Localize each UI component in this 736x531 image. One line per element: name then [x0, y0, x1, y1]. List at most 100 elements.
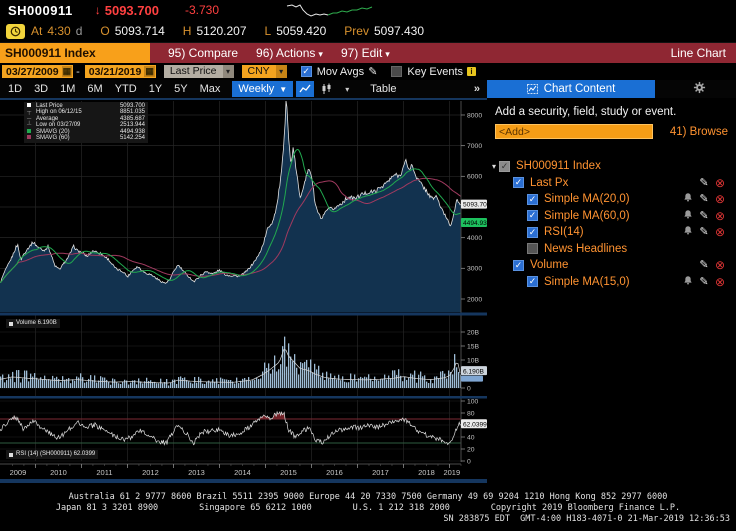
range-1m[interactable]: 1M — [60, 83, 75, 95]
security-box[interactable]: SH000911 Index — [0, 43, 150, 63]
menu-item--actions[interactable]: 96) Actions▾ — [256, 46, 323, 60]
pencil-icon[interactable]: ✎ — [696, 192, 712, 206]
chart-style-dropdown[interactable]: ▾ — [338, 81, 356, 97]
tree-checkbox[interactable]: ✓ — [527, 276, 538, 287]
pencil-icon[interactable]: ✎ — [696, 209, 712, 223]
tree-item-last-px[interactable]: ✓Last Px✎⊗ — [487, 175, 736, 192]
legend-label: SMAVG (60) — [36, 135, 116, 142]
tree-expander-icon[interactable]: ▾ — [489, 162, 499, 171]
svg-text:2019: 2019 — [443, 468, 460, 477]
chevron-down-icon: ▼ — [279, 85, 287, 94]
tree-item-label: News Headlines — [544, 243, 627, 255]
pencil-icon[interactable]: ✎ — [696, 258, 712, 272]
clock-icon — [6, 24, 25, 39]
tree-item-news-headlines[interactable]: News Headlines — [487, 241, 736, 258]
tree-checkbox[interactable]: ✓ — [527, 227, 538, 238]
low-label: L — [265, 24, 272, 38]
svg-text:10B: 10B — [467, 357, 480, 364]
currency-select[interactable]: CNY ▾ — [242, 65, 287, 78]
pencil-icon[interactable]: ✎ — [696, 275, 712, 289]
date-to-input[interactable]: 03/21/2019 ▦ — [85, 65, 156, 78]
tree-item-sh000911-index[interactable]: ▾✓SH000911 Index — [487, 158, 736, 175]
tree-checkbox[interactable]: ✓ — [527, 194, 538, 205]
calendar-icon[interactable]: ▦ — [62, 66, 73, 77]
svg-text:2018: 2018 — [418, 468, 435, 477]
key-events-checkbox[interactable] — [391, 66, 402, 77]
icon-spacer — [680, 176, 696, 190]
bell-icon[interactable] — [680, 209, 696, 223]
field-select[interactable]: Last Price ▾ — [164, 65, 234, 78]
tree-item-label: RSI(14) — [544, 226, 584, 238]
browse-button[interactable]: 41) Browse — [670, 126, 728, 138]
tree-checkbox[interactable]: ✓ — [499, 161, 510, 172]
delete-icon[interactable]: ⊗ — [712, 275, 728, 289]
chevron-down-icon: ▾ — [318, 49, 323, 59]
pencil-icon[interactable]: ✎ — [696, 225, 712, 239]
session-at-label: At — [31, 24, 42, 38]
tree-item-simple-ma-20-0-[interactable]: ✓Simple MA(20,0)✎⊗ — [487, 191, 736, 208]
mov-avgs-checkbox[interactable]: ✓ — [301, 66, 312, 77]
menu-bar: SH000911 Index 95) Compare 96) Actions▾ 97… — [0, 43, 736, 63]
svg-text:5093.700: 5093.700 — [463, 202, 487, 209]
svg-text:7000: 7000 — [467, 143, 482, 150]
menu-item--edit[interactable]: 97) Edit▾ — [341, 46, 390, 60]
menu-item--compare[interactable]: 95) Compare — [168, 46, 238, 60]
svg-text:2013: 2013 — [188, 468, 205, 477]
prev-label: Prev — [344, 24, 369, 38]
chevron-down-icon[interactable]: ▾ — [223, 65, 234, 78]
delete-icon[interactable]: ⊗ — [712, 258, 728, 272]
bell-icon[interactable] — [680, 225, 696, 239]
open-value: 5093.714 — [115, 24, 165, 38]
tree-item-volume[interactable]: ✓Volume✎⊗ — [487, 257, 736, 274]
tree-checkbox[interactable]: ✓ — [513, 260, 524, 271]
chevron-down-icon[interactable]: ▾ — [276, 65, 287, 78]
range-ytd[interactable]: YTD — [115, 83, 137, 95]
delete-icon[interactable]: ⊗ — [712, 225, 728, 239]
svg-text:2016: 2016 — [326, 468, 343, 477]
prev-value: 5097.430 — [374, 24, 424, 38]
tree-item-rsi-14-[interactable]: ✓ RSI(14) ✎⊗ — [487, 224, 736, 241]
edit-pencil-icon[interactable]: ✎ — [368, 65, 377, 78]
delete-icon[interactable]: ⊗ — [712, 209, 728, 223]
svg-text:0: 0 — [467, 458, 471, 465]
range-1d[interactable]: 1D — [8, 83, 22, 95]
range-max[interactable]: Max — [200, 83, 221, 95]
tree-item-simple-ma-15-0-[interactable]: ✓Simple MA(15,0)✎⊗ — [487, 274, 736, 291]
pencil-icon[interactable]: ✎ — [696, 176, 712, 190]
bell-icon[interactable] — [680, 275, 696, 289]
range-1y[interactable]: 1Y — [149, 83, 162, 95]
range-3d[interactable]: 3D — [34, 83, 48, 95]
delete-icon[interactable]: ⊗ — [712, 192, 728, 206]
bell-icon[interactable] — [680, 192, 696, 206]
range-5y[interactable]: 5Y — [174, 83, 187, 95]
tree-item-simple-ma-60-0-[interactable]: ✓Simple MA(60,0)✎⊗ — [487, 208, 736, 225]
line-chart-icon[interactable] — [296, 81, 314, 97]
candlestick-chart-icon[interactable] — [317, 81, 335, 97]
high-label: H — [183, 24, 192, 38]
legend-value: 5142.254 — [120, 135, 145, 142]
table-button[interactable]: Table — [370, 83, 396, 95]
date-to-value: 03/21/2019 — [89, 66, 142, 78]
svg-text:0: 0 — [467, 385, 471, 392]
calendar-icon[interactable]: ▦ — [144, 66, 155, 77]
footer-line1: Australia 61 2 9777 8600 Brazil 5511 239… — [0, 492, 736, 503]
settings-gear-icon[interactable] — [693, 81, 706, 97]
session-bar: At 4:30 d O 5093.714 H 5120.207 L 5059.4… — [0, 20, 736, 43]
tree-checkbox[interactable]: ✓ — [513, 177, 524, 188]
date-from-input[interactable]: 03/27/2009 ▦ — [2, 65, 73, 78]
chart-content-header[interactable]: Chart Content — [487, 80, 655, 98]
svg-text:2017: 2017 — [372, 468, 389, 477]
more-panels-button[interactable]: » — [474, 83, 479, 95]
info-icon[interactable]: i — [467, 67, 476, 76]
last-price: 5093.700 — [105, 3, 159, 18]
delete-icon[interactable]: ⊗ — [712, 176, 728, 190]
svg-text:3000: 3000 — [467, 266, 482, 273]
tree-checkbox[interactable] — [527, 243, 538, 254]
period-select[interactable]: Weekly▼ — [232, 81, 293, 97]
svg-text:2012: 2012 — [142, 468, 159, 477]
range-6m[interactable]: 6M — [87, 83, 102, 95]
add-security-input[interactable] — [495, 124, 653, 139]
tree-checkbox[interactable]: ✓ — [527, 210, 538, 221]
